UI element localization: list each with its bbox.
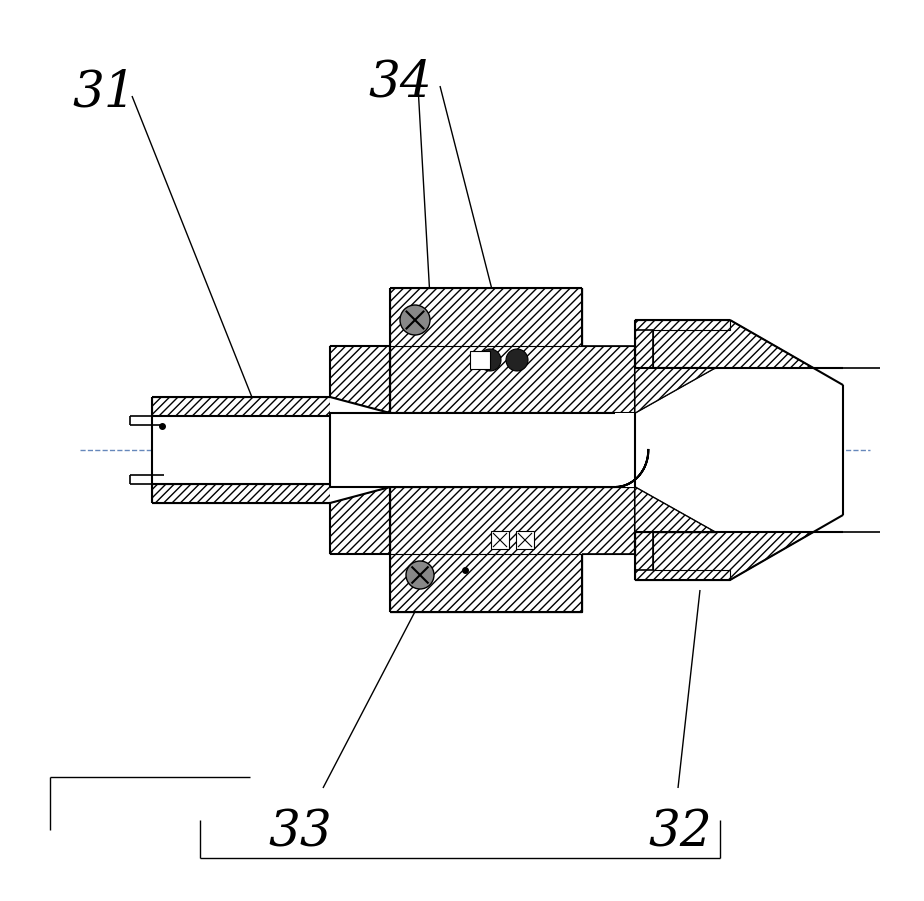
Polygon shape (635, 320, 730, 368)
Circle shape (400, 305, 430, 335)
Circle shape (479, 349, 501, 371)
Polygon shape (330, 413, 635, 487)
Bar (470, 351, 490, 369)
Polygon shape (152, 416, 330, 484)
Polygon shape (635, 487, 715, 532)
Polygon shape (390, 554, 582, 612)
Polygon shape (635, 368, 843, 532)
Circle shape (406, 561, 434, 589)
Polygon shape (635, 532, 730, 580)
Text: 34: 34 (368, 58, 432, 107)
Polygon shape (635, 368, 715, 413)
Polygon shape (390, 413, 635, 487)
Polygon shape (330, 346, 390, 413)
Text: 33: 33 (268, 808, 332, 858)
Polygon shape (635, 320, 843, 580)
Polygon shape (390, 288, 635, 413)
Text: 32: 32 (648, 808, 711, 858)
Polygon shape (390, 487, 635, 612)
Polygon shape (152, 397, 330, 416)
Polygon shape (390, 288, 582, 346)
Polygon shape (152, 484, 330, 503)
Polygon shape (330, 397, 390, 503)
Bar (516, 531, 534, 549)
Bar (491, 531, 509, 549)
Circle shape (506, 349, 528, 371)
Text: 31: 31 (72, 68, 136, 117)
Polygon shape (330, 487, 390, 554)
